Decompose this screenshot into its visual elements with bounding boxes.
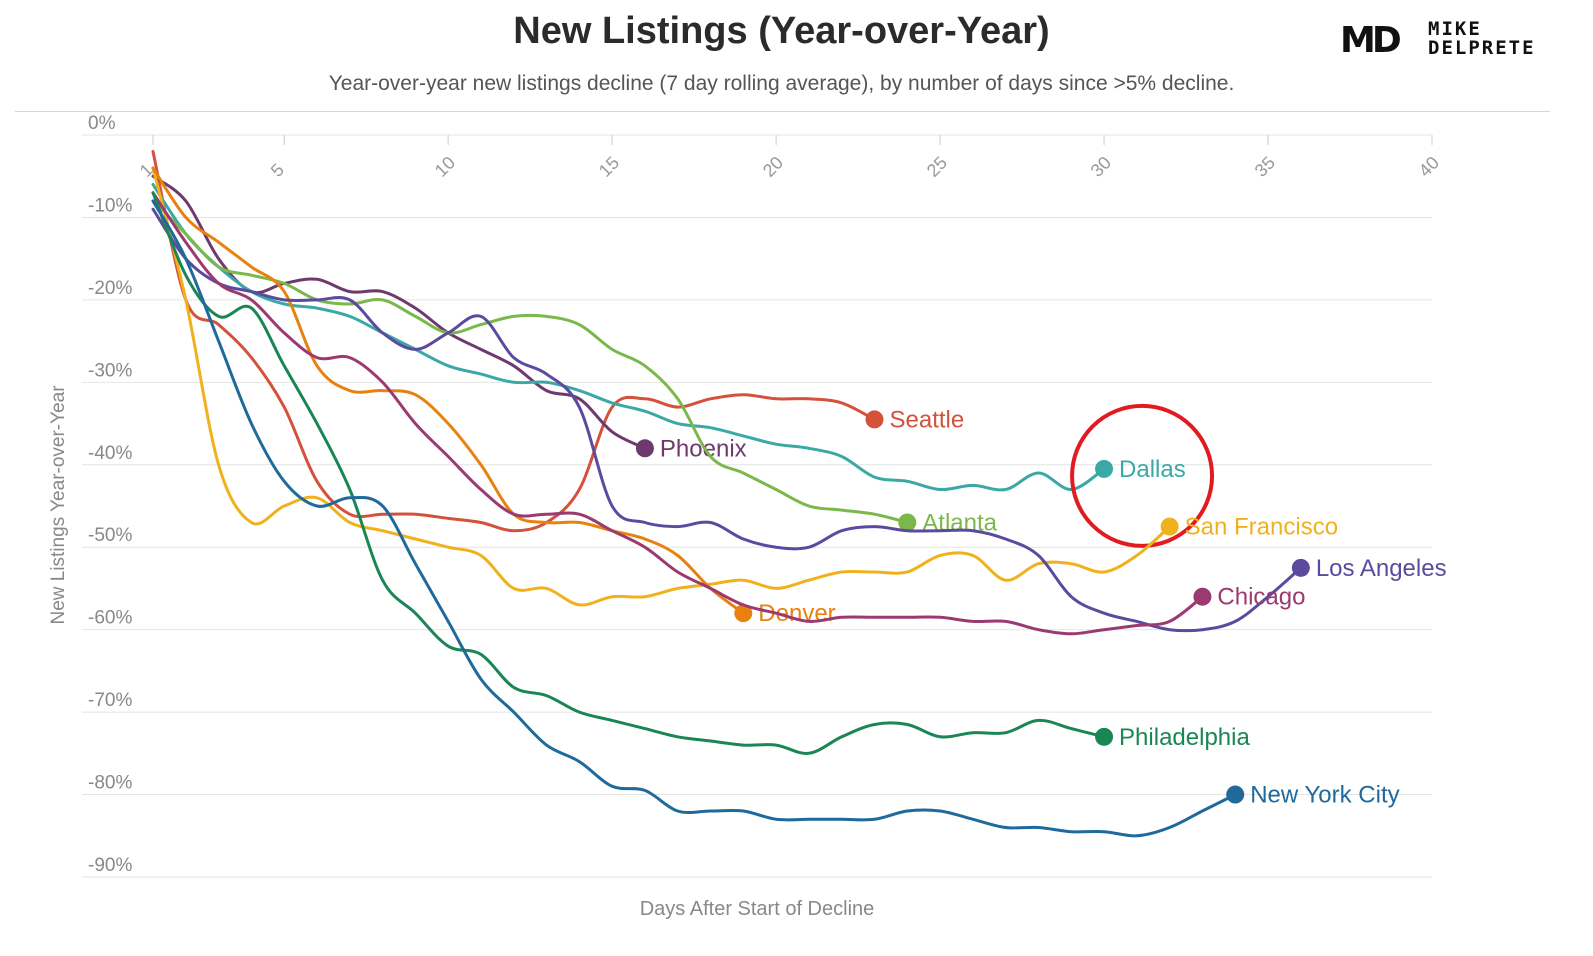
series-end-point-philadelphia <box>1095 727 1114 746</box>
series-end-point-phoenix <box>635 439 654 458</box>
series-line-phoenix <box>151 174 647 450</box>
series-label-chicago: Chicago <box>1217 584 1305 611</box>
y-tick-label: -10% <box>88 195 132 216</box>
series-end-point-dallas <box>1095 459 1114 478</box>
series-line-san-francisco <box>151 166 1172 607</box>
chart-title: New Listings (Year-over-Year) <box>513 10 1050 52</box>
series-line-atlanta <box>151 199 909 524</box>
x-axis-title: Days After Start of Decline <box>640 898 875 920</box>
series-line-denver <box>151 166 745 615</box>
series-end-point-san-francisco <box>1160 517 1179 536</box>
brand-logo: MD MIKE DELPRETE <box>1340 14 1570 64</box>
x-tick-label: 30 <box>1087 153 1115 181</box>
y-tick-label: 0% <box>88 113 116 134</box>
x-tick-label: 35 <box>1251 153 1279 181</box>
series-end-point-denver <box>734 604 753 623</box>
series-end-point-seattle <box>865 410 884 429</box>
series-line-dallas <box>151 182 1106 492</box>
series-label-philadelphia: Philadelphia <box>1119 724 1250 751</box>
y-tick-label: -20% <box>88 278 132 299</box>
x-tick-label: 40 <box>1415 153 1443 181</box>
series-label-seattle: Seattle <box>889 406 964 433</box>
series-end-point-atlanta <box>898 513 917 532</box>
series-label-dallas: Dallas <box>1119 456 1186 483</box>
series-line-chicago <box>151 191 1204 636</box>
series-line-los-angeles <box>151 207 1303 633</box>
series-label-denver: Denver <box>758 600 835 627</box>
header-divider <box>15 111 1550 112</box>
y-tick-label: -60% <box>88 608 132 629</box>
x-tick-label: 15 <box>595 153 623 181</box>
x-tick-label: 25 <box>923 153 951 181</box>
y-tick-label: -70% <box>88 690 132 711</box>
y-tick-label: -40% <box>88 443 132 464</box>
y-tick-label: -90% <box>88 855 132 876</box>
series-label-los-angeles: Los Angeles <box>1316 555 1447 582</box>
logo-text: MIKE DELPRETE <box>1428 20 1536 58</box>
x-tick-label: 20 <box>759 153 787 181</box>
series-label-new-york-city: New York City <box>1250 782 1399 809</box>
chart-subtitle: Year-over-year new listings decline (7 d… <box>328 72 1235 95</box>
x-tick-label: 5 <box>267 160 288 181</box>
series-line-new-york-city <box>151 199 1237 838</box>
series-end-point-chicago <box>1193 587 1212 606</box>
series-end-point-new-york-city <box>1226 785 1245 804</box>
series-end-point-los-angeles <box>1291 558 1310 577</box>
logo-line-1: MIKE <box>1428 18 1482 40</box>
logo-mark: MD <box>1340 20 1402 61</box>
y-tick-label: -80% <box>88 773 132 794</box>
x-tick-label: 10 <box>431 153 459 181</box>
series-label-phoenix: Phoenix <box>660 435 747 462</box>
series-line-seattle <box>151 149 876 533</box>
y-tick-label: -30% <box>88 360 132 381</box>
y-tick-label: -50% <box>88 525 132 546</box>
y-axis-title: New Listings Year-over-Year <box>48 385 69 625</box>
logo-line-2: DELPRETE <box>1428 37 1536 59</box>
highlight-circle-annotation <box>1070 403 1215 548</box>
series-label-san-francisco: San Francisco <box>1185 514 1338 541</box>
series-line-philadelphia <box>151 191 1106 755</box>
